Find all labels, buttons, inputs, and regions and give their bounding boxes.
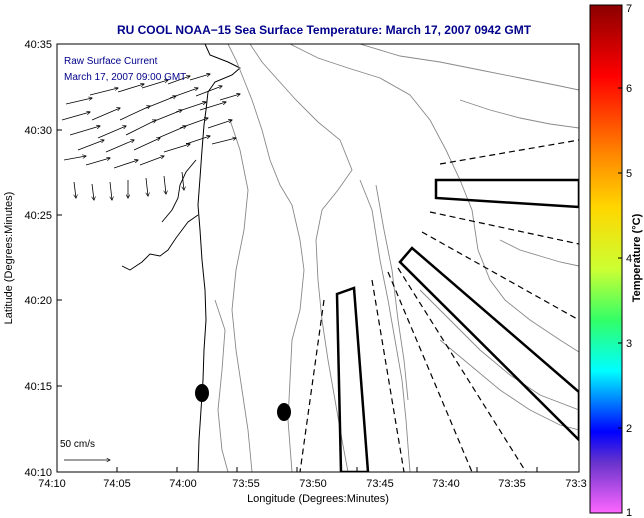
x-tick-label: 74:00 — [169, 478, 197, 490]
scale-label: 50 cm/s — [60, 439, 95, 450]
station-marker-1 — [195, 384, 209, 402]
y-tick-label: 40:35 — [24, 39, 52, 51]
y-tick-label: 40:20 — [24, 295, 52, 307]
annotation-line-1: Raw Surface Current — [64, 56, 158, 67]
x-tick-label: 73:55 — [232, 478, 260, 490]
colorbar-tick-label: 6 — [626, 83, 632, 95]
x-axis: 74:10 74:05 74:00 73:55 73:50 73:45 73:4… — [38, 467, 587, 490]
x-tick-label: 73:45 — [366, 478, 394, 490]
x-tick-label: 74:05 — [103, 478, 131, 490]
colorbar-gradient — [589, 4, 623, 514]
x-axis-label: Longitude (Degrees:Minutes) — [247, 493, 389, 505]
y-axis-label: Latitude (Degrees:Minutes) — [3, 192, 15, 325]
x-tick-label: 74:10 — [38, 478, 66, 490]
map-title: RU COOL NOAA−15 Sea Surface Temperature:… — [117, 23, 532, 37]
colorbar-tick-label: 1 — [626, 507, 632, 518]
colorbar-tick-label: 2 — [626, 423, 632, 435]
x-tick-label: 73:3 — [565, 478, 586, 490]
y-axis: 40:35 40:30 40:25 40:20 40:15 40:10 — [24, 39, 62, 479]
coastline — [197, 44, 241, 472]
plot-frame — [56, 43, 580, 473]
surface-current-vectors — [61, 74, 240, 200]
colorbar-tick-label: 4 — [626, 253, 632, 265]
y-tick-label: 40:25 — [24, 210, 52, 222]
radar-radial-lines — [299, 139, 579, 472]
colorbar-label: Temperature (°C) — [631, 213, 643, 302]
map-plot-area — [57, 44, 579, 472]
x-tick-label: 73:35 — [498, 478, 526, 490]
y-tick-label: 40:15 — [24, 381, 52, 393]
x-tick-label: 73:40 — [432, 478, 460, 490]
coverage-polygons — [335, 178, 579, 472]
colorbar-tick-label: 3 — [626, 338, 632, 350]
colorbar-tick-label: 5 — [626, 168, 632, 180]
y-tick-label: 40:30 — [24, 125, 52, 137]
x-tick-label: 73:50 — [299, 478, 327, 490]
colorbar-tick-label: 7 — [626, 3, 632, 15]
annotation-line-2: March 17, 2007 09:00 GMT — [64, 72, 186, 83]
station-marker-2 — [277, 403, 291, 421]
colorbar: 7 6 5 4 3 2 1 — [589, 3, 632, 518]
coast-inlet — [121, 214, 199, 271]
coast-inlet-2 — [161, 159, 197, 223]
y-tick-label: 40:10 — [24, 467, 52, 479]
